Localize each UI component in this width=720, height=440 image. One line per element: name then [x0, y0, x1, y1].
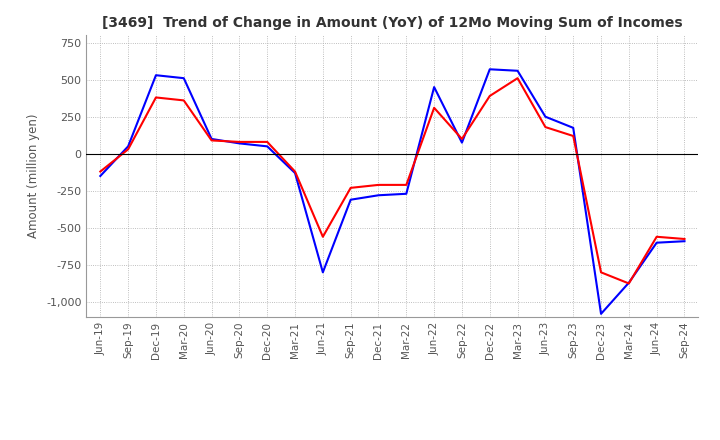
Ordinary Income: [652, 240, 661, 246]
Net Income: [346, 185, 355, 191]
Net Income: [485, 93, 494, 99]
Ordinary Income: [124, 144, 132, 149]
Ordinary Income: [458, 140, 467, 145]
Ordinary Income: [374, 193, 383, 198]
Net Income: [541, 125, 550, 130]
Y-axis label: Amount (million yen): Amount (million yen): [27, 114, 40, 238]
Line: Net Income: Net Income: [100, 78, 685, 283]
Ordinary Income: [569, 125, 577, 131]
Ordinary Income: [513, 68, 522, 73]
Net Income: [152, 95, 161, 100]
Ordinary Income: [291, 170, 300, 176]
Net Income: [430, 105, 438, 110]
Ordinary Income: [207, 136, 216, 142]
Net Income: [597, 270, 606, 275]
Ordinary Income: [235, 141, 243, 146]
Net Income: [207, 138, 216, 143]
Net Income: [652, 234, 661, 239]
Net Income: [96, 169, 104, 174]
Net Income: [569, 133, 577, 139]
Net Income: [624, 281, 633, 286]
Net Income: [235, 139, 243, 145]
Line: Ordinary Income: Ordinary Income: [100, 69, 685, 314]
Net Income: [680, 236, 689, 242]
Ordinary Income: [597, 311, 606, 316]
Ordinary Income: [346, 197, 355, 202]
Ordinary Income: [402, 191, 410, 196]
Title: [3469]  Trend of Change in Amount (YoY) of 12Mo Moving Sum of Incomes: [3469] Trend of Change in Amount (YoY) o…: [102, 16, 683, 30]
Net Income: [374, 182, 383, 187]
Net Income: [513, 76, 522, 81]
Net Income: [318, 234, 327, 239]
Ordinary Income: [624, 280, 633, 286]
Ordinary Income: [152, 73, 161, 78]
Ordinary Income: [96, 173, 104, 179]
Net Income: [291, 169, 300, 174]
Net Income: [263, 139, 271, 145]
Ordinary Income: [179, 76, 188, 81]
Ordinary Income: [318, 270, 327, 275]
Ordinary Income: [485, 66, 494, 72]
Net Income: [402, 182, 410, 187]
Ordinary Income: [430, 84, 438, 90]
Ordinary Income: [541, 114, 550, 119]
Ordinary Income: [263, 144, 271, 149]
Ordinary Income: [680, 238, 689, 244]
Net Income: [179, 98, 188, 103]
Net Income: [124, 147, 132, 152]
Net Income: [458, 136, 467, 142]
